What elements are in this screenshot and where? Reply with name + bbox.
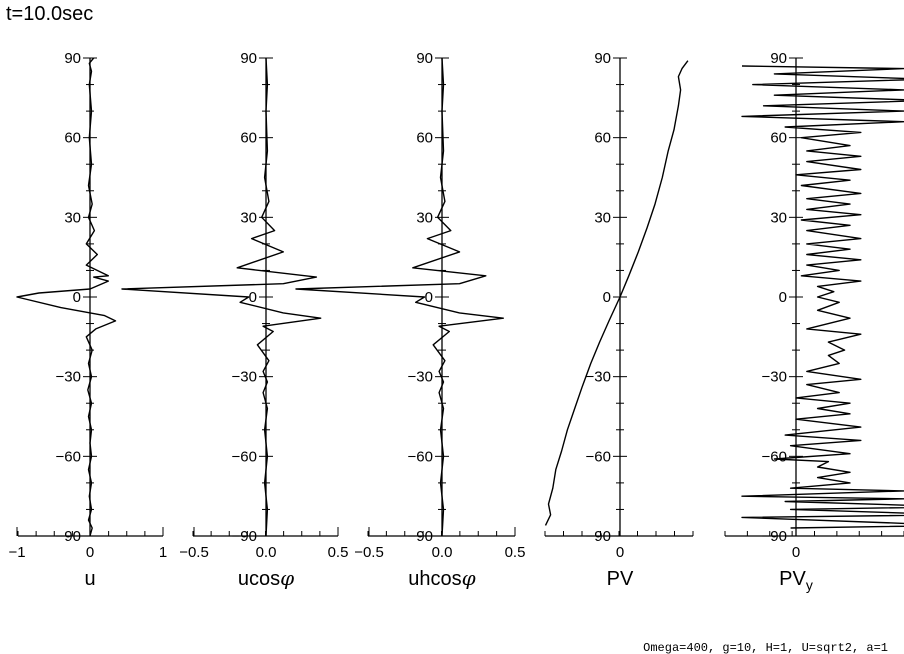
y-tick-label: 30 [416,209,433,226]
series-line [295,57,504,537]
y-tick-label: 30 [240,209,257,226]
y-tick-label: 90 [416,50,433,67]
y-tick-label: −30 [408,369,433,386]
y-tick-label: 0 [73,289,81,306]
panel-4: 90 60 30 0 −30 −60 −90 0 PV [544,50,694,590]
y-tick-label: 60 [240,130,257,147]
panels: 90 60 30 0 −30 −60 −90 −1 0 1 u 90 60 30 0 −30 −60 −90 −0.… [8,50,904,593]
y-tick-label: 0 [249,289,257,306]
x-tick-label: 0 [792,544,800,561]
y-tick-label: 0 [425,289,433,306]
y-tick-label: −60 [586,448,611,465]
y-tick-label: −60 [408,448,433,465]
series-line [16,57,117,537]
y-tick-label: 60 [770,130,787,147]
y-tick-label: −30 [56,369,81,386]
x-axis-label: u [84,568,95,590]
y-tick-label: 60 [64,130,81,147]
y-tick-label: −90 [408,528,433,545]
panel-5: 90 60 30 0 −30 −60 −90 0 PVy [724,50,904,593]
y-tick-label: 90 [770,50,787,67]
x-tick-label: 0.5 [505,544,526,561]
y-tick-label: −60 [56,448,81,465]
x-axis-label-phi: φ [462,566,476,590]
x-tick-label: 0.0 [432,544,453,561]
y-tick-label: 30 [64,209,81,226]
y-tick-label: 60 [416,130,433,147]
y-tick-label: −90 [232,528,257,545]
x-tick-label: −0.5 [179,544,209,561]
x-tick-label: 0.0 [256,544,277,561]
x-tick-label: −1 [8,544,25,561]
x-tick-label: −0.5 [354,544,384,561]
panel-2: 90 60 30 0 −30 −60 −90 −0.5 0.0 0.5 ucosφ [121,50,349,590]
y-tick-label: −90 [762,528,787,545]
x-tick-label: 0 [86,544,94,561]
series-line [544,60,689,526]
y-tick-label: −60 [762,448,787,465]
y-tick-label: −60 [232,448,257,465]
x-tick-label: 1 [159,544,167,561]
y-tick-label: −90 [56,528,81,545]
y-tick-label: 90 [64,50,81,67]
y-tick-label: −30 [586,369,611,386]
panel-3: 90 60 30 0 −30 −60 −90 −0.5 0.0 0.5 uhcosφ [295,50,526,590]
series-line [121,57,322,537]
panel-1: 90 60 30 0 −30 −60 −90 −1 0 1 u [8,50,167,590]
parameter-footnote: Omega=400, g=10, H=1, U=sqrt2, a=1 [643,641,888,654]
x-tick-label: 0.5 [328,544,349,561]
y-tick-label: 60 [594,130,611,147]
y-tick-label: 30 [770,209,787,226]
x-axis-label: PVy [779,568,813,593]
x-axis-label: PV [607,568,634,590]
y-tick-label: 0 [603,289,611,306]
x-axis-label-subscript: y [806,577,813,593]
x-axis-label: uhcosφ [408,566,475,590]
y-tick-label: 30 [594,209,611,226]
x-axis-label: ucosφ [238,566,294,590]
y-tick-label: 0 [779,289,787,306]
y-tick-label: −30 [762,369,787,386]
figure-title: t=10.0sec [6,3,93,25]
y-tick-label: −30 [232,369,257,386]
series-line [741,65,904,529]
x-axis-label-phi: φ [280,566,294,590]
y-tick-label: 90 [594,50,611,67]
x-tick-label: 0 [616,544,624,561]
y-tick-label: −90 [586,528,611,545]
y-tick-label: 90 [240,50,257,67]
